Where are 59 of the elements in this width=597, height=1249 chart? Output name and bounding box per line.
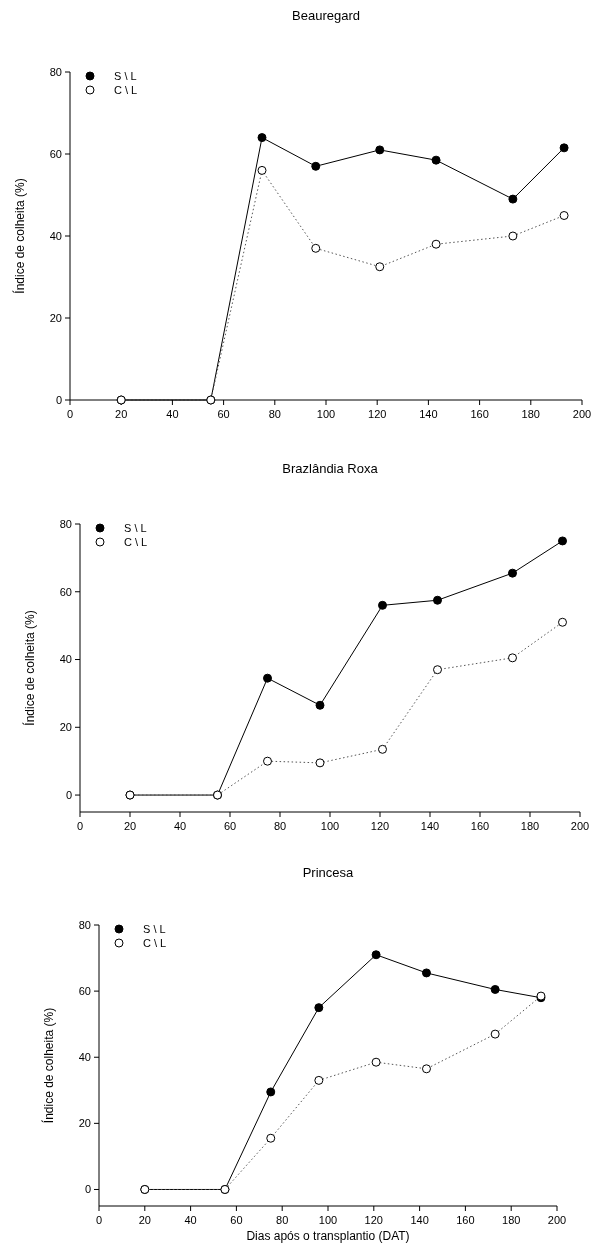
legend-label: S \ L <box>143 922 166 935</box>
x-tick-label: 120 <box>364 1214 383 1226</box>
x-tick-label: 120 <box>370 820 390 832</box>
legend-label: S \ L <box>124 521 147 534</box>
y-tick-label: 20 <box>59 721 72 734</box>
y-axis-title: Índice de colheita (%) <box>22 610 37 726</box>
legend-label: C \ L <box>124 535 148 548</box>
y-tick-label: 60 <box>78 984 91 997</box>
chart-title: Brazlândia Roxa <box>282 461 379 476</box>
x-tick-label: 0 <box>95 1214 103 1226</box>
x-tick-label: 180 <box>520 820 540 832</box>
x-tick-label: 20 <box>123 820 137 832</box>
x-tick-label: 60 <box>223 820 237 832</box>
y-tick-label: 40 <box>49 229 62 242</box>
x-tick-label: 180 <box>502 1214 521 1226</box>
y-tick-label: 0 <box>84 1183 91 1196</box>
x-tick-label: 100 <box>318 1214 338 1226</box>
y-axis-title: Índice de colheita (%) <box>12 178 27 294</box>
x-tick-label: 200 <box>572 408 592 420</box>
y-axis-title: Índice de colheita (%) <box>41 1007 56 1124</box>
y-tick-label: 80 <box>59 517 72 530</box>
x-tick-label: 140 <box>410 1214 429 1226</box>
chart-title: Beauregard <box>292 8 360 23</box>
chart-title: Princesa <box>302 865 355 880</box>
x-tick-label: 200 <box>547 1214 567 1226</box>
x-tick-label: 200 <box>570 820 590 832</box>
y-tick-label: 80 <box>49 65 62 78</box>
legend-label: C \ L <box>143 936 167 949</box>
x-tick-label: 40 <box>166 408 179 420</box>
x-tick-label: 40 <box>184 1214 197 1226</box>
x-tick-label: 180 <box>521 408 540 420</box>
legend-label: C \ L <box>114 83 138 96</box>
x-axis-title: Dias após o transplantio (DAT) <box>246 1229 410 1243</box>
x-tick-label: 80 <box>273 820 287 832</box>
y-tick-label: 60 <box>59 585 72 598</box>
x-tick-label: 160 <box>456 1214 475 1226</box>
y-tick-label: 40 <box>78 1051 91 1064</box>
y-tick-label: 80 <box>78 918 91 931</box>
x-tick-label: 100 <box>316 408 336 420</box>
x-tick-label: 120 <box>368 408 387 420</box>
x-tick-label: 20 <box>138 1214 151 1226</box>
x-tick-label: 20 <box>115 408 128 420</box>
x-tick-label: 40 <box>173 820 187 832</box>
y-tick-label: 60 <box>49 147 62 160</box>
y-tick-label: 20 <box>78 1117 91 1130</box>
x-tick-label: 60 <box>230 1214 243 1226</box>
x-tick-label: 80 <box>268 408 281 420</box>
x-tick-label: 100 <box>320 820 340 832</box>
x-tick-label: 80 <box>276 1214 289 1226</box>
x-tick-label: 160 <box>470 820 490 832</box>
legend-label: S \ L <box>114 69 137 82</box>
x-tick-label: 140 <box>420 820 440 832</box>
x-tick-label: 140 <box>419 408 438 420</box>
y-tick-label: 40 <box>59 653 72 666</box>
y-tick-label: 20 <box>49 311 62 324</box>
x-tick-label: 60 <box>217 408 230 420</box>
y-tick-label: 0 <box>65 788 72 801</box>
x-tick-label: 160 <box>470 408 489 420</box>
y-tick-label: 0 <box>55 393 62 406</box>
